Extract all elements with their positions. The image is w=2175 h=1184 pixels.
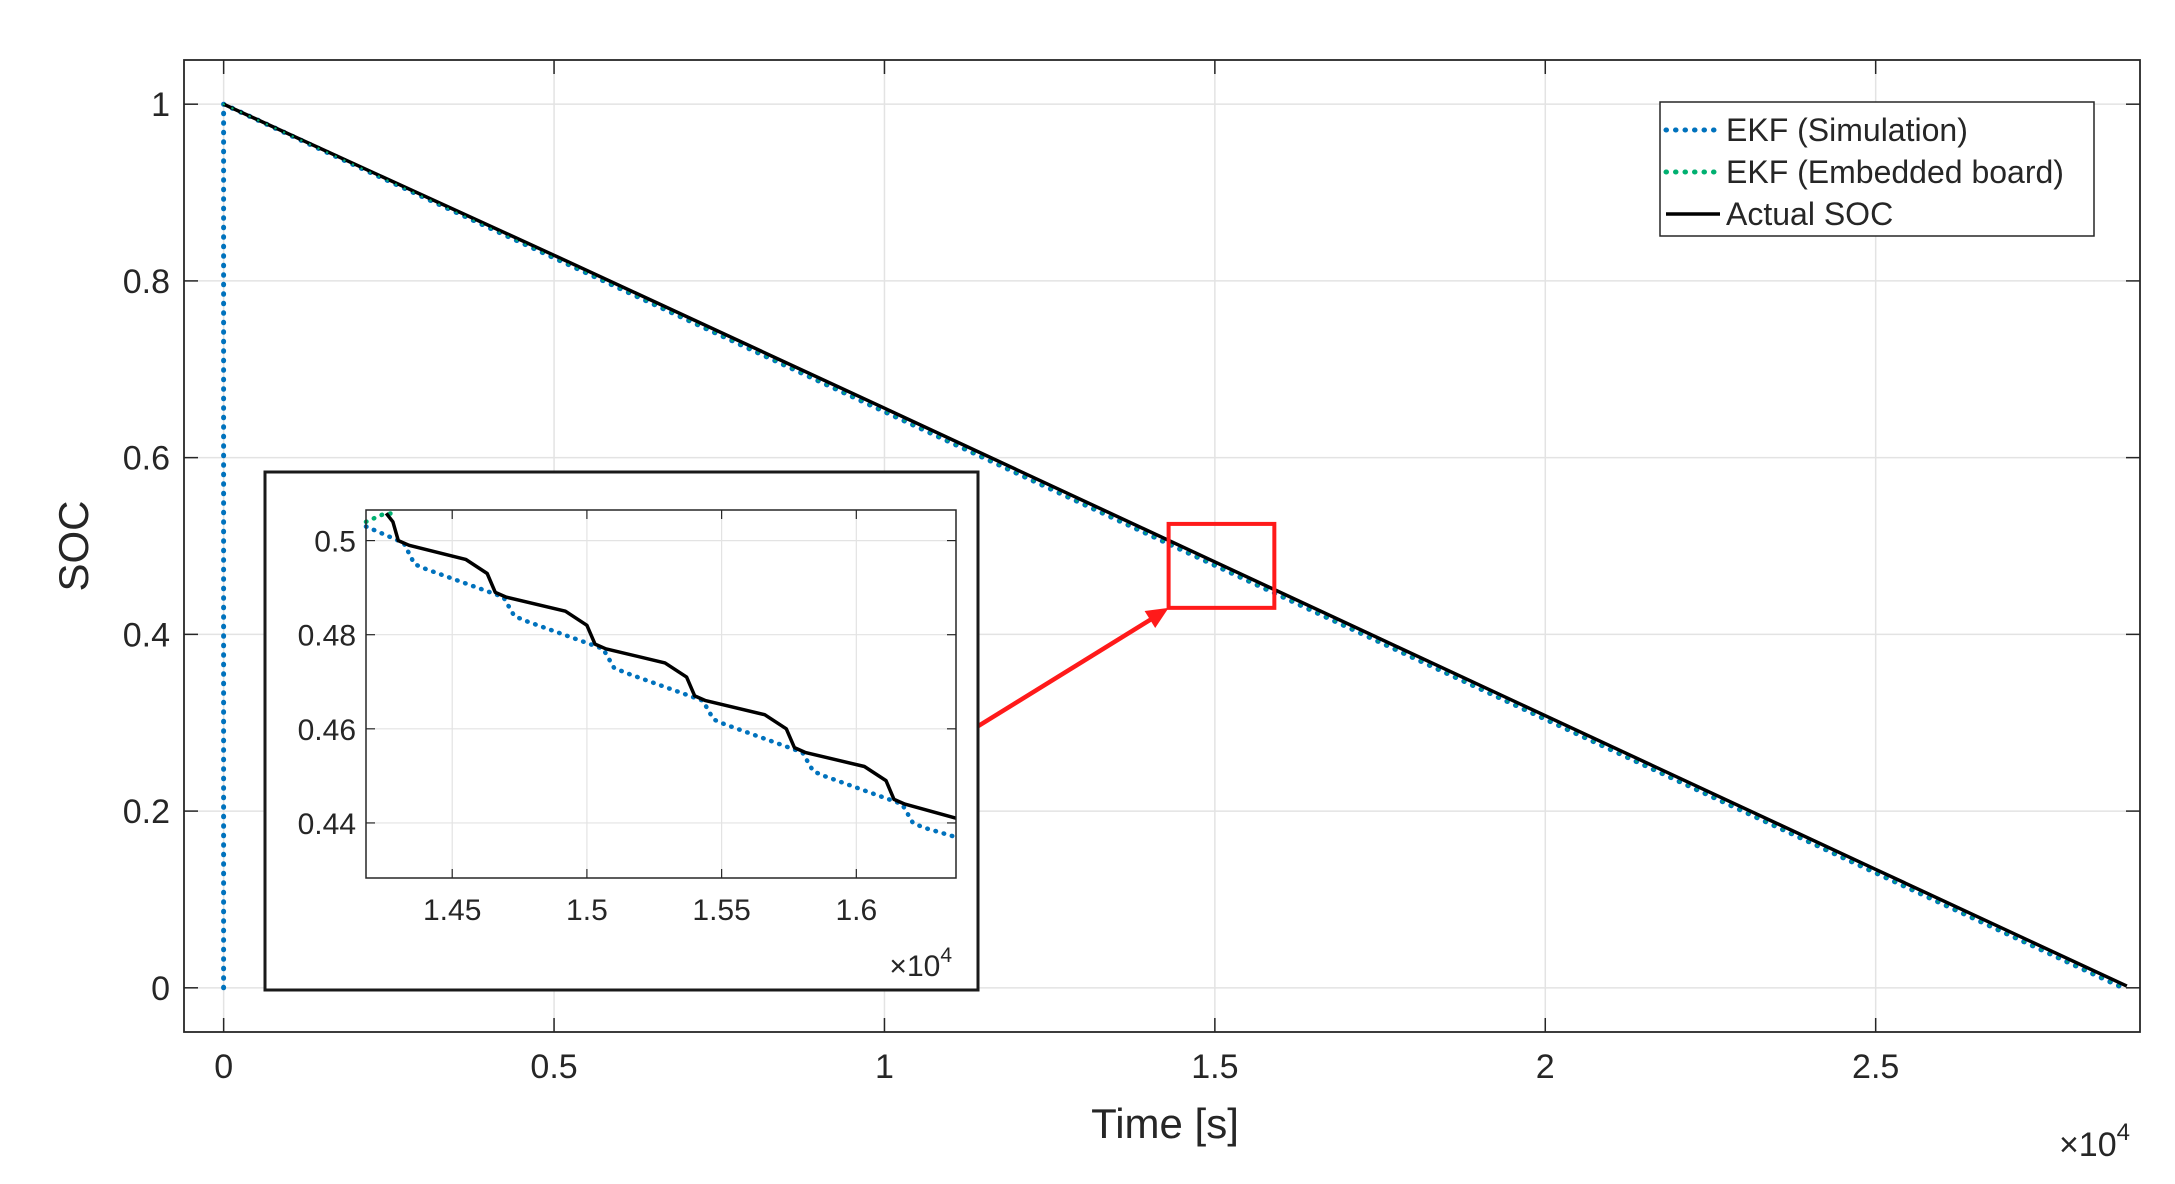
series-line-ekf-embedded-board- [222,103,2128,991]
series-line-actual-soc [384,512,957,820]
x-tick-label: 1.5 [1191,1048,1238,1086]
inset-plot-frame [365,509,957,879]
inset-x-exponent-label: ×104 [889,944,952,983]
legend-entry: EKF (Simulation) [1726,112,1968,148]
inset-x-exponent-power: 4 [940,944,952,967]
x-tick-label: 2 [1536,1048,1555,1086]
x-exponent-base: ×10 [2059,1126,2117,1164]
inset-y-tick-label: 0.44 [298,808,356,841]
x-tick-label: 0.5 [530,1048,577,1086]
x-exponent-label: ×104 [2059,1119,2130,1164]
y-axis-label: SOC [50,500,97,591]
inset-x-tick-label: 1.55 [692,894,750,927]
inset-y-tick-label: 0.48 [298,620,356,653]
legend-entry: EKF (Embedded board) [1726,154,2064,190]
series-line-ekf-simulation- [363,524,959,840]
zoom-arrow-line [965,613,1158,735]
inset-plot: 1.45 1.5 1.55 1.6 0.44 0.46 0.48 0.5 ×104 [263,470,980,992]
legend: EKF (Simulation) EKF (Embedded board) Actu… [1659,101,2095,237]
y-tick-label: 1 [151,86,170,124]
x-axis-label: Time [s] [1091,1100,1239,1147]
main-series-group [221,101,2130,993]
inset-y-tick-label: 0.5 [314,526,356,559]
y-tick-label: 0 [151,970,170,1008]
y-tick-label: 0.8 [123,263,170,301]
inset-y-tick-label: 0.46 [298,714,356,747]
y-tick-label: 0.4 [123,616,170,654]
y-tick-label: 0.2 [123,793,170,831]
legend-entry: Actual SOC [1726,196,1893,232]
zoom-highlight-box [1166,521,1277,610]
zoom-arrow [965,607,1169,735]
x-tick-label: 0 [214,1048,233,1086]
inset-x-exponent-base: ×10 [889,950,940,983]
x-tick-label: 1 [875,1048,894,1086]
legend-box [1659,101,2095,237]
x-tick-label: 2.5 [1852,1048,1899,1086]
y-tick-label: 0.6 [123,440,170,478]
inset-x-tick-label: 1.6 [835,894,877,927]
zoom-arrow-head [1144,607,1169,628]
inset-x-tick-label: 1.45 [423,894,481,927]
x-exponent-power: 4 [2117,1119,2130,1146]
inset-frame [263,470,980,992]
inset-x-tick-label: 1.5 [566,894,608,927]
main-plot-frame [183,59,2141,1033]
inset-series-group [363,511,959,840]
series-line-actual-soc [222,102,2128,988]
